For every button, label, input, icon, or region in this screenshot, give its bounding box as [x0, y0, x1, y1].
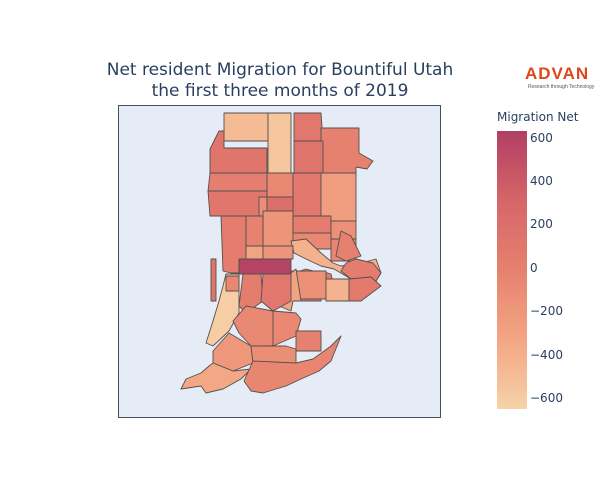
- region-n10[interactable]: [320, 172, 357, 222]
- colorbar-tick-label: 0: [530, 260, 538, 275]
- colorbar-tick-label: −200: [530, 304, 563, 319]
- region-n9[interactable]: [292, 172, 322, 217]
- region-n43[interactable]: [180, 362, 252, 394]
- region-n1[interactable]: [223, 112, 269, 142]
- region-n14[interactable]: [262, 210, 294, 247]
- chart-title: Net resident Migration for Bountiful Uta…: [80, 60, 480, 102]
- region-n15[interactable]: [292, 215, 332, 234]
- region-n26[interactable]: [210, 258, 217, 302]
- region-n36[interactable]: [260, 273, 292, 312]
- chart-title-line-1: Net resident Migration for Bountiful Uta…: [106, 60, 454, 80]
- advan-logo: ADVAN Research through Technology: [525, 64, 595, 94]
- region-n3[interactable]: [293, 112, 324, 142]
- region-n33[interactable]: [348, 276, 382, 302]
- colorbar-tick-label: −600: [530, 391, 563, 406]
- region-n5[interactable]: [209, 130, 268, 174]
- region-n31[interactable]: [325, 278, 350, 302]
- region-n35[interactable]: [238, 273, 264, 314]
- region-n13[interactable]: [266, 196, 294, 212]
- colorbar-gradient: [497, 131, 527, 409]
- region-n24[interactable]: [262, 245, 294, 260]
- region-n4[interactable]: [320, 127, 374, 177]
- map-plot-area: [118, 105, 441, 418]
- colorbar-title: Migration Net: [497, 110, 579, 124]
- region-n22[interactable]: [245, 215, 264, 247]
- region-n42[interactable]: [295, 330, 322, 352]
- region-n11[interactable]: [207, 190, 268, 217]
- colorbar-tick-label: 600: [530, 130, 553, 145]
- chart-title-line-2: the first three months of 2019: [151, 81, 409, 101]
- region-n6[interactable]: [293, 140, 324, 174]
- map-regions: [180, 112, 382, 394]
- colorbar-tick-labels: 600 400 200 0 −200 −400 −600: [530, 131, 580, 409]
- colorbar-tick-label: −400: [530, 347, 563, 362]
- region-n34[interactable]: [205, 273, 240, 347]
- region-n2[interactable]: [267, 112, 292, 174]
- colorbar: [497, 131, 527, 409]
- choropleth-map: [180, 112, 382, 394]
- colorbar-tick-label: 200: [530, 217, 553, 232]
- region-n23[interactable]: [245, 245, 264, 260]
- region-n20[interactable]: [335, 230, 362, 262]
- region-n44[interactable]: [243, 335, 342, 394]
- region-n37[interactable]: [225, 275, 240, 292]
- logo-wordmark: ADVAN: [525, 64, 590, 83]
- logo-tagline: Research through Technology: [528, 84, 595, 90]
- region-n8[interactable]: [207, 172, 268, 192]
- colorbar-tick-label: 400: [530, 173, 553, 188]
- region-n27[interactable]: [238, 258, 292, 275]
- region-n7[interactable]: [266, 172, 294, 198]
- region-n40[interactable]: [272, 310, 302, 347]
